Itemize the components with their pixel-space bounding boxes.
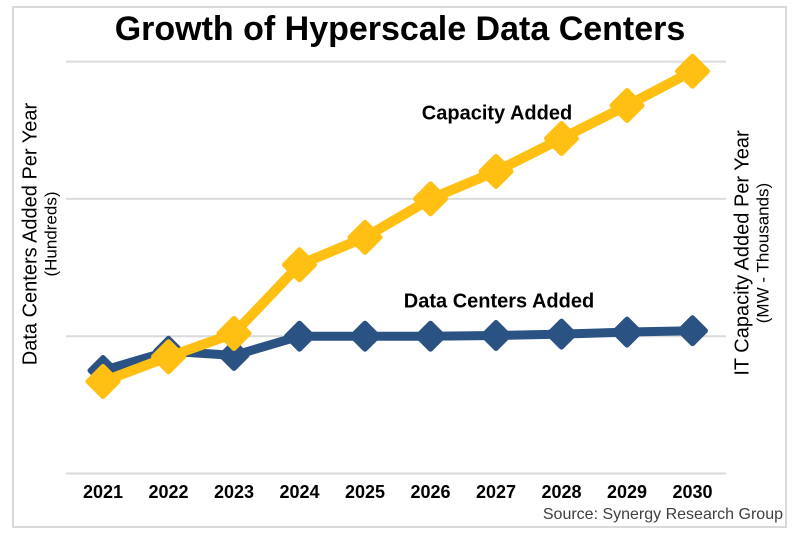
x-tick-label-2023: 2023 bbox=[213, 482, 255, 502]
data-point-capacity-added bbox=[478, 153, 514, 189]
x-tick-label-2029: 2029 bbox=[606, 482, 648, 502]
series-label-capacity-added: Capacity Added bbox=[421, 102, 573, 125]
source-attribution: Source: Synergy Research Group bbox=[542, 506, 783, 523]
chart-title: Growth of Hyperscale Data Centers bbox=[114, 10, 686, 48]
right-axis-title: IT Capacity Added Per Year (MW - Thousan… bbox=[731, 130, 772, 375]
series-line-capacity-added bbox=[98, 66, 698, 387]
x-tick-label-2022: 2022 bbox=[148, 482, 189, 502]
left-axis-title: Data Centers Added Per Year (Hundreds) bbox=[19, 103, 60, 365]
data-point-data-centers-added bbox=[611, 316, 643, 348]
x-tick-label-2026: 2026 bbox=[410, 482, 451, 502]
data-point-capacity-added bbox=[151, 339, 186, 375]
series-line-data-centers-added bbox=[98, 326, 697, 376]
data-point-capacity-added bbox=[282, 247, 317, 283]
data-point-data-centers-added bbox=[677, 315, 708, 347]
data-point-data-centers-added bbox=[546, 318, 577, 350]
data-point-capacity-added bbox=[609, 88, 645, 124]
x-tick-label-2021: 2021 bbox=[82, 482, 124, 502]
data-point-capacity-added bbox=[216, 315, 252, 351]
x-tick-label-2025: 2025 bbox=[344, 482, 386, 502]
data-point-data-centers-added bbox=[284, 320, 315, 352]
data-point-data-centers-added bbox=[480, 320, 512, 352]
right-axis-title-text: IT Capacity Added Per Year bbox=[731, 130, 754, 376]
x-tick-label-2028: 2028 bbox=[541, 482, 582, 502]
x-tick-label-2024: 2024 bbox=[279, 482, 320, 502]
right-axis-units-text: (MW - Thousands) bbox=[753, 182, 773, 324]
data-point-data-centers-added bbox=[218, 339, 250, 371]
data-point-capacity-added bbox=[675, 53, 710, 89]
data-point-capacity-added bbox=[85, 364, 121, 400]
data-point-data-centers-added bbox=[415, 320, 446, 352]
data-point-capacity-added bbox=[347, 219, 383, 255]
data-point-capacity-added bbox=[544, 120, 579, 156]
data-point-capacity-added bbox=[413, 181, 448, 217]
left-axis-title-text: Data Centers Added Per Year bbox=[19, 102, 42, 366]
series-label-data-centers-added: Data Centers Added bbox=[403, 290, 595, 313]
data-point-data-centers-added bbox=[349, 320, 381, 352]
x-tick-label-2030: 2030 bbox=[672, 482, 713, 502]
x-tick-label-2027: 2027 bbox=[475, 482, 517, 502]
left-axis-units-text: (Hundreds) bbox=[41, 191, 61, 277]
